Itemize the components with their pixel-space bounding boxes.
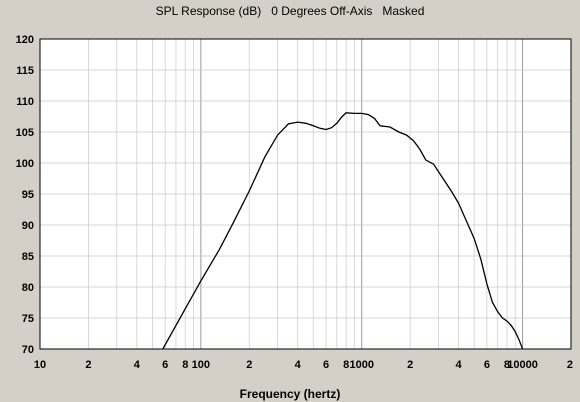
x-tick-label: 100 [192,359,210,371]
x-tick-label: 10000 [507,359,538,371]
y-tick-label: 90 [22,220,34,232]
spl-response-line [162,112,524,350]
y-tick-label: 100 [16,158,34,170]
x-tick-label: 2 [85,359,91,371]
x-tick-label: 4 [134,359,141,371]
x-tick-label: 6 [323,359,329,371]
x-tick-label: 8 [182,359,188,371]
y-tick-label: 110 [16,96,34,108]
x-tick-label: 6 [484,359,490,371]
x-tick-label: 2 [407,359,413,371]
x-tick-label: 8 [343,359,349,371]
y-tick-label: 85 [22,251,34,263]
y-tick-label: 95 [22,189,34,201]
x-axis-label: Frequency (hertz) [239,387,341,401]
x-tick-label: 2 [246,359,252,371]
y-tick-label: 80 [22,282,34,294]
y-tick-label: 105 [16,127,34,139]
y-tick-label: 115 [16,65,34,77]
plot-border [39,38,572,350]
x-tick-label: 8 [504,359,510,371]
y-gridlines [40,69,571,319]
x-tick-label: 4 [456,359,463,371]
y-tick-labels: 120 115 110 105 100 95 90 85 80 75 70 [16,34,34,356]
y-tick-label: 75 [22,313,34,325]
x-tick-label: 1000 [349,359,373,371]
x-tick-label: 6 [162,359,168,371]
y-tick-label: 70 [22,344,34,356]
x-tick-label: 4 [295,359,302,371]
chart-title: SPL Response (dB) 0 Degrees Off-Axis Mas… [155,4,425,18]
y-tick-label: 120 [16,34,34,46]
x-tick-label: 2 [567,359,573,371]
x-tick-label: 10 [34,359,46,371]
